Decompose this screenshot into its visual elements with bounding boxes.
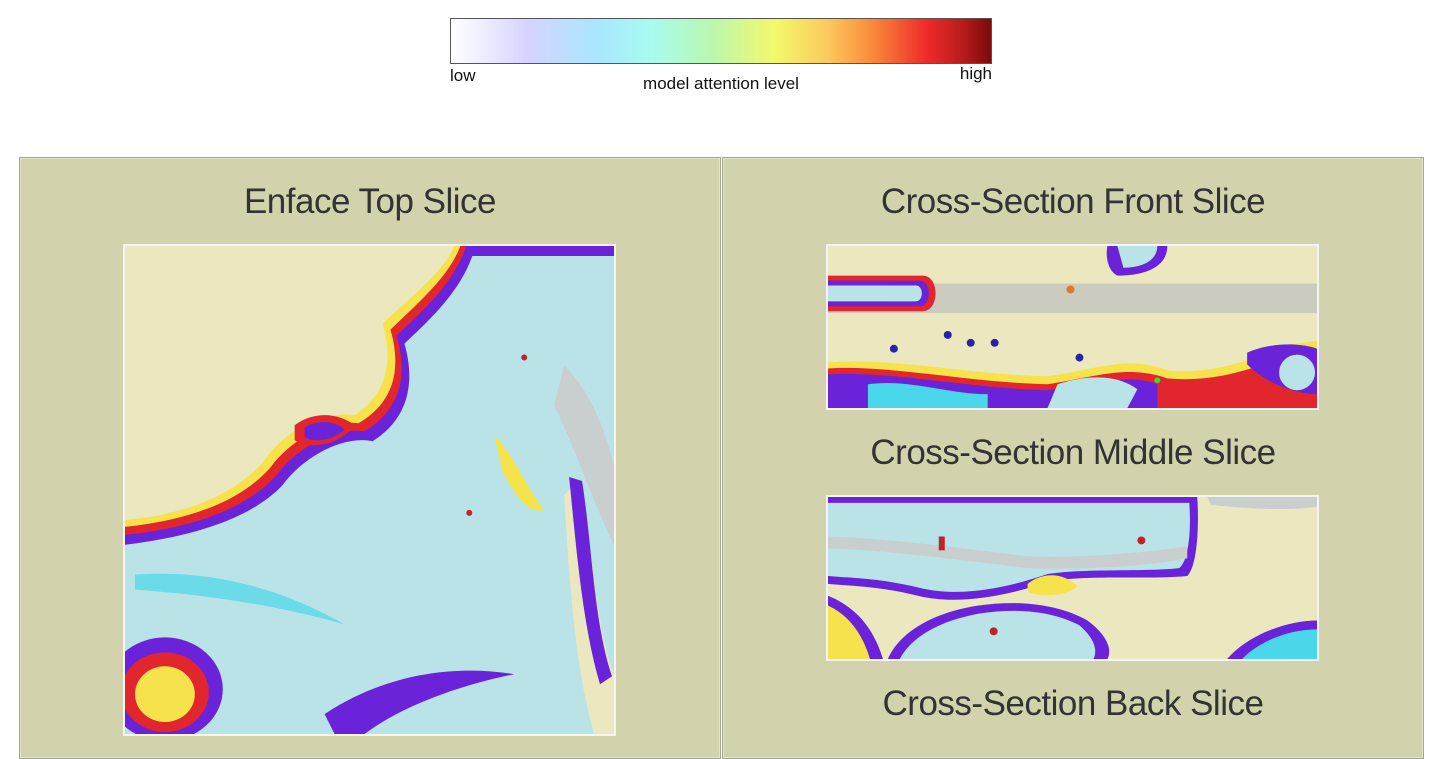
cross-section-panel: Cross-Section Front Slice Cross-Se xyxy=(722,157,1424,759)
colorbar-low-label: low xyxy=(450,66,476,85)
enface-top-slice-image[interactable] xyxy=(123,244,616,736)
colorbar-title: model attention level xyxy=(643,74,799,93)
colorbar-gradient xyxy=(450,18,992,64)
cross-section-back-slice-title: Cross-Section Back Slice xyxy=(882,684,1264,723)
attention-colorbar: low model attention level high xyxy=(450,18,992,98)
cross-section-middle-slice-image[interactable] xyxy=(826,495,1319,661)
colorbar-high-label: high xyxy=(959,64,992,83)
enface-panel: Enface Top Slice xyxy=(19,157,721,759)
cross-section-front-slice-title: Cross-Section Front Slice xyxy=(880,182,1266,221)
enface-top-slice-title: Enface Top Slice xyxy=(243,182,497,221)
cross-section-middle-slice-title: Cross-Section Middle Slice xyxy=(870,433,1276,472)
cross-section-front-slice-image[interactable] xyxy=(826,244,1319,410)
